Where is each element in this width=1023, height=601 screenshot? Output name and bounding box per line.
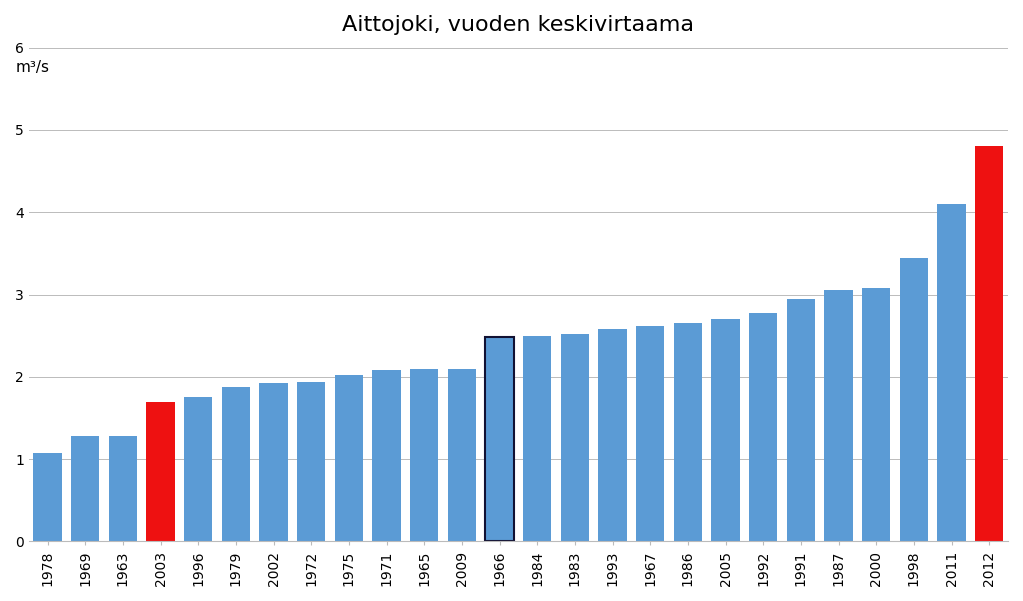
Bar [636,326,664,542]
Bar [975,147,1004,542]
Bar [899,258,928,542]
Bar [410,368,438,542]
Bar [108,436,137,542]
Bar [523,336,551,542]
Bar [561,334,589,542]
Bar [335,375,363,542]
Bar [711,319,740,542]
Bar [260,383,287,542]
Title: Aittojoki, vuoden keskivirtaama: Aittojoki, vuoden keskivirtaama [343,15,695,35]
Bar [146,401,175,542]
Bar [72,436,99,542]
Bar [448,368,476,542]
Bar [485,337,514,542]
Bar [598,329,627,542]
Bar [749,313,777,542]
Bar [674,323,702,542]
Bar [787,299,815,542]
Bar [222,387,250,542]
Bar [937,204,966,542]
Bar [297,382,325,542]
Bar [372,370,401,542]
Bar [825,290,852,542]
Bar [862,288,890,542]
Text: m³/s: m³/s [15,60,49,75]
Bar [184,397,213,542]
Bar [34,453,61,542]
